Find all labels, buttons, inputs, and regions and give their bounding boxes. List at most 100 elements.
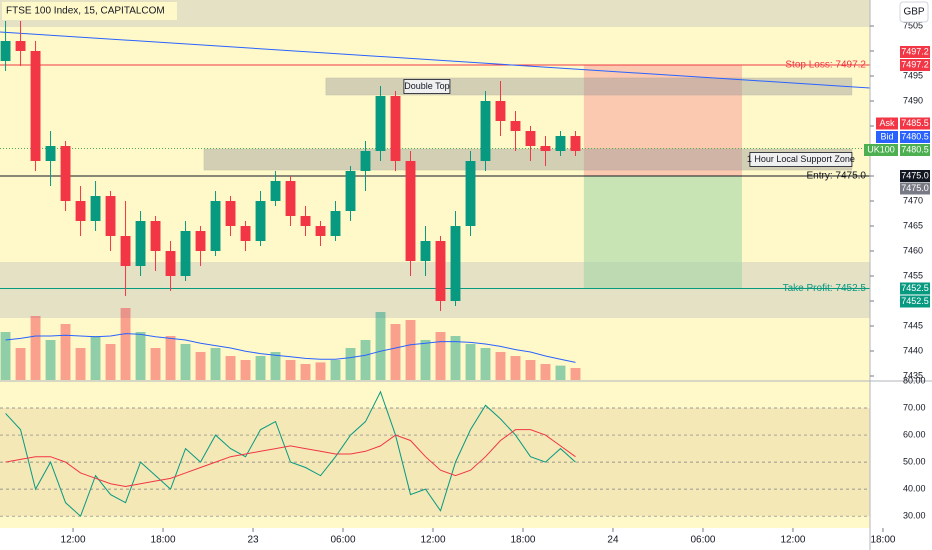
price-tag-label: 7497.2 xyxy=(901,59,929,69)
price-tag xyxy=(900,295,930,308)
volume-bar xyxy=(135,332,146,380)
volume-bar xyxy=(285,360,296,380)
rsi-tick-label: 60.00 xyxy=(903,429,926,439)
y-tick-label: 7490 xyxy=(903,95,923,105)
x-tick-label: 18:00 xyxy=(870,535,895,546)
candle-body xyxy=(510,121,521,131)
volume-bar xyxy=(315,362,326,380)
candle-body xyxy=(390,96,401,161)
level-label: Entry: 7475.0 xyxy=(807,171,867,182)
candle-body xyxy=(555,136,566,151)
currency[interactable]: GBP xyxy=(903,7,924,18)
zone-label-box xyxy=(749,152,853,167)
volume-bar xyxy=(465,344,476,380)
rsi-line xyxy=(5,390,576,518)
zone-label-box xyxy=(403,79,451,94)
candle-body xyxy=(480,101,491,161)
y-tick-label: 7455 xyxy=(903,270,923,280)
candle-body xyxy=(255,201,266,241)
x-tick-label: 23 xyxy=(247,535,259,546)
y-tick-label: 7465 xyxy=(903,220,923,230)
level-label: Stop Loss: 7497.2 xyxy=(785,60,866,71)
candle-body xyxy=(420,241,431,261)
price-axis xyxy=(870,0,932,550)
rsi-tick-label: 40.00 xyxy=(903,484,926,494)
volume-bar xyxy=(345,348,356,380)
candle-body xyxy=(165,251,176,276)
price-tag-label: 7480.5 xyxy=(901,144,929,154)
candle-body xyxy=(330,211,341,236)
candle-body xyxy=(540,146,551,151)
volume-bar xyxy=(90,336,101,380)
candle-body xyxy=(195,231,206,251)
price-tag-label: 7452.5 xyxy=(901,283,929,293)
candle-body xyxy=(465,161,476,226)
price-tag xyxy=(900,131,930,143)
volume-bar xyxy=(75,348,86,380)
volume-bar xyxy=(225,356,236,380)
x-tick-label: 24 xyxy=(607,535,619,546)
volume-bar xyxy=(330,360,341,380)
candle-body xyxy=(525,131,536,146)
volume-bar xyxy=(210,348,221,380)
volume-bar xyxy=(510,356,521,380)
candle-body xyxy=(360,151,371,171)
volume-bar xyxy=(120,308,131,380)
volume-ma xyxy=(5,333,576,363)
volume-bar xyxy=(390,324,401,380)
candle-body xyxy=(0,41,11,61)
candle-body xyxy=(315,226,326,236)
candle-body xyxy=(375,96,386,151)
price-tag-label: 7497.2 xyxy=(901,46,929,56)
candle-body xyxy=(180,231,191,276)
volume-bar xyxy=(450,336,461,380)
plot-area: Double Top 1 Hour Local Support Zone xyxy=(0,0,870,518)
price-tag xyxy=(900,144,930,156)
price-tag-name: Ask xyxy=(879,118,895,128)
x-tick-label: 06:00 xyxy=(690,535,715,546)
candle-body xyxy=(15,41,26,51)
rsi-tick-label: 70.00 xyxy=(903,402,926,412)
candle-body xyxy=(300,216,311,226)
candle-body xyxy=(405,161,416,261)
zone-label: 1 Hour Local Support Zone xyxy=(747,154,855,164)
price-tag-label: 7485.5 xyxy=(901,118,929,128)
y-tick-label: 7470 xyxy=(903,195,923,205)
volume-bar xyxy=(0,332,11,380)
x-tick-label: 06:00 xyxy=(330,535,355,546)
price-tag-label: 7475.0 xyxy=(901,170,929,180)
currency-box[interactable] xyxy=(899,1,929,23)
trendline xyxy=(0,31,870,89)
price-tag xyxy=(900,46,930,58)
level-label: Take Profit: 7452.5 xyxy=(783,283,867,294)
y-tick-label: 7445 xyxy=(903,320,923,330)
candle-body xyxy=(90,196,101,221)
candle-body xyxy=(285,181,296,216)
volume-bar xyxy=(45,340,56,380)
volume-bar xyxy=(165,336,176,380)
candle-body xyxy=(150,221,161,251)
volume-bar xyxy=(360,340,371,380)
target-area xyxy=(583,176,742,289)
candle-body xyxy=(225,201,236,226)
candle-body xyxy=(345,171,356,211)
zone-label: Double Top xyxy=(404,81,449,91)
volume-bar xyxy=(60,324,71,380)
volume-bar xyxy=(150,348,161,380)
rsi-ma-line xyxy=(5,429,576,487)
candle-body xyxy=(435,241,446,301)
volume-bar xyxy=(15,348,26,380)
volume-bar xyxy=(240,360,251,380)
price-tag xyxy=(900,59,930,71)
y-tick-label: 7495 xyxy=(903,70,923,80)
y-tick-label: 7505 xyxy=(903,20,923,30)
title-bg xyxy=(2,2,177,20)
candle-body xyxy=(270,181,281,201)
volume-bar xyxy=(435,332,446,380)
candle-body xyxy=(210,201,221,251)
volume-bar xyxy=(525,360,536,380)
candle-body xyxy=(495,101,506,121)
time-axis xyxy=(0,528,932,550)
volume-bar xyxy=(195,352,206,380)
